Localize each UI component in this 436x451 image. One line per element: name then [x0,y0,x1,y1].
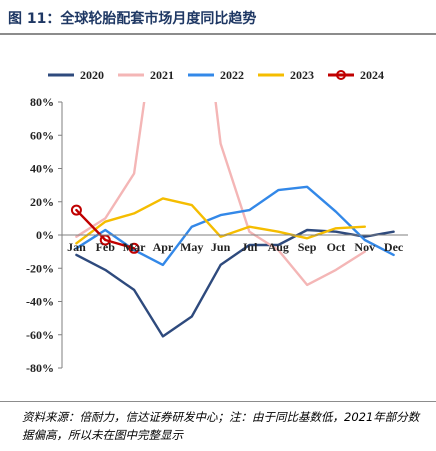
y-tick-label: -20% [26,261,54,275]
series-line-2024 [75,208,136,250]
source-note: 资料来源：倍耐力，信达证券研发中心；注：由于同比基数低，2021年部分数据偏高，… [22,410,420,442]
y-tick-label: 80% [30,95,54,109]
x-tick-label: Apr [153,240,174,254]
x-tick-label: Mar [123,240,146,254]
x-tick-label: Dec [384,240,404,254]
chart-legend: 2020 2021 2022 2023 2024 [48,68,384,82]
series-line-2020 [75,228,395,338]
y-tick-label: 60% [30,128,54,142]
y-tick-label: 20% [30,195,54,209]
x-tick-label: Aug [268,240,289,254]
y-tick-label: 0% [36,228,54,242]
line-chart: 2020 2021 2022 2023 2024 80% 60% 40% 20% 0% -20% -… [26,68,408,375]
x-tick-label: Jun [211,240,231,254]
axes-layer: 80% 60% 40% 20% 0% -20% -40% -60% -80% Jan Feb Mar A… [26,95,408,375]
x-tick-label: Nov [354,240,375,254]
title-divider [0,33,436,35]
data-point-2024-2 [128,242,140,254]
series-lines [70,102,395,338]
legend-label-2020: 2020 [80,68,104,82]
x-tick-label: Feb [96,240,116,254]
legend-marker-2024 [336,70,346,80]
series-line-2023 [75,197,366,245]
figure-title: 图 11：全球轮胎配套市场月度同比趋势 [8,11,257,27]
y-tick-label: 40% [30,162,54,176]
series-layer [70,102,395,338]
x-tick-label: Jan [67,240,86,254]
x-tick-label: Oct [327,240,346,254]
legend-label-2021: 2021 [150,68,174,82]
legend-label-2024: 2024 [360,68,384,82]
y-tick-label: -80% [26,361,54,375]
y-tick-label: -40% [26,295,54,309]
legend-label-2023: 2023 [290,68,314,82]
y-tick-label: -60% [26,328,54,342]
legend-label-2022: 2022 [220,68,244,82]
x-tick-label: May [180,240,203,254]
footer-divider [0,401,436,402]
x-tick-label: Jul [241,240,258,254]
series-line-2021 [75,102,366,287]
data-point-2024-0 [70,204,82,216]
x-tick-label: Sep [298,240,317,254]
